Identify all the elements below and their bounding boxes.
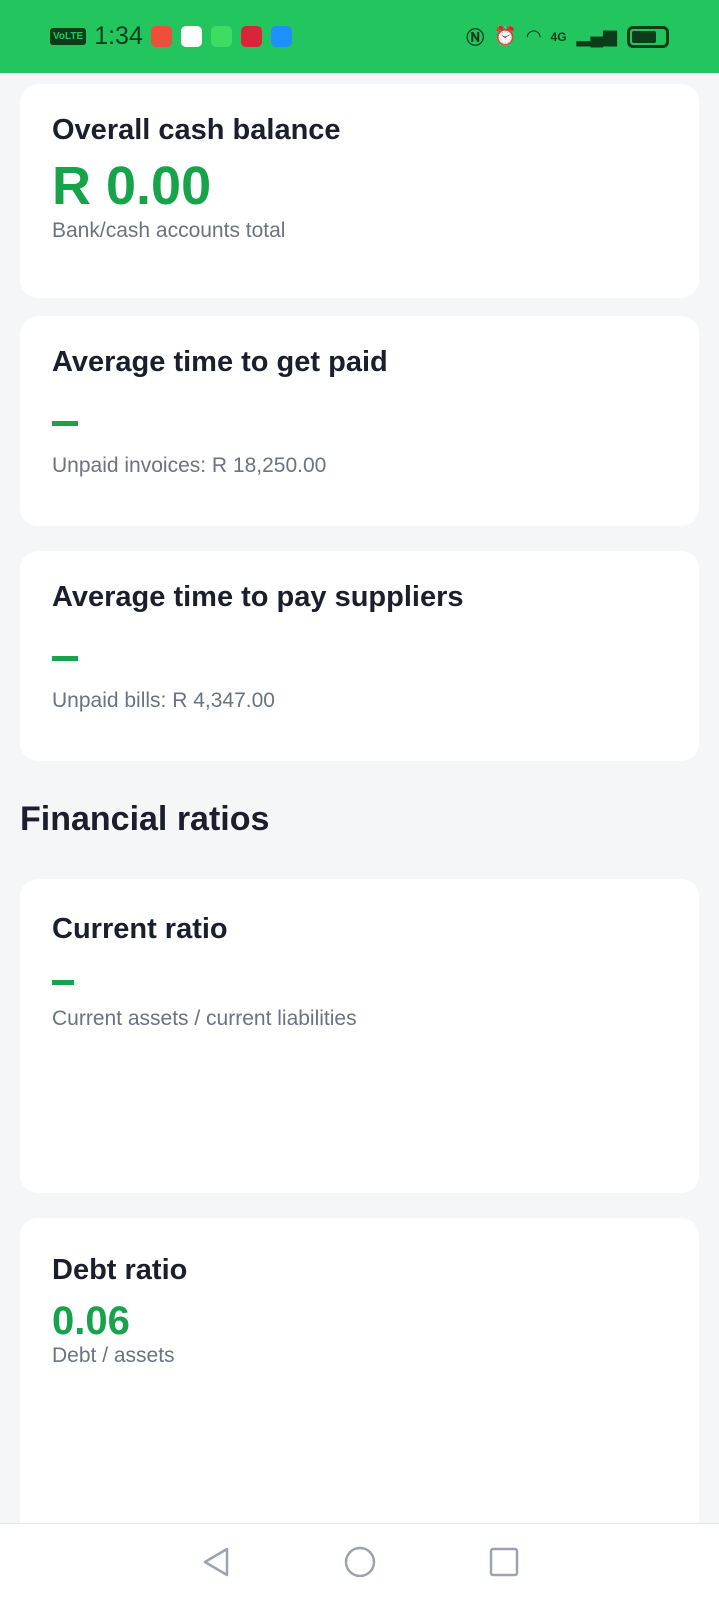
volte-icon: VoLTE: [50, 28, 87, 45]
clock: 1:34: [94, 22, 143, 50]
empty-value-dash: [52, 656, 78, 661]
signal-bars-icon: ▂▄▆: [576, 26, 617, 46]
gmail-notification-icon: [180, 26, 202, 47]
cash-balance-value: R 0.00: [52, 156, 212, 216]
card-title: Average time to get paid: [52, 346, 388, 378]
card-subtitle: Unpaid bills: R 4,347.00: [52, 689, 275, 712]
card-title: Debt ratio: [52, 1254, 188, 1286]
recents-icon[interactable]: [487, 1545, 521, 1579]
home-icon[interactable]: [343, 1545, 377, 1579]
card-title: Overall cash balance: [52, 114, 341, 146]
card-subtitle: Bank/cash accounts total: [52, 219, 286, 242]
card-subtitle: Current assets / current liabilities: [52, 1007, 357, 1030]
alarm-icon: ⏰: [494, 26, 517, 46]
cash-balance-card[interactable]: Overall cash balance R 0.00 Bank/cash ac…: [20, 84, 699, 298]
current-ratio-card[interactable]: Current ratio Current assets / current l…: [20, 879, 699, 1193]
card-subtitle: Debt / assets: [52, 1344, 175, 1367]
empty-value-dash: [52, 421, 78, 426]
time-to-get-paid-card[interactable]: Average time to get paid Unpaid invoices…: [20, 316, 699, 526]
debt-ratio-card[interactable]: Debt ratio 0.06 Debt / assets: [20, 1218, 699, 1558]
debt-ratio-value: 0.06: [52, 1299, 130, 1343]
cloud-notification-icon: [270, 26, 292, 47]
section-title: Financial ratios: [20, 800, 270, 838]
navigation-bar: [0, 1523, 719, 1600]
back-icon[interactable]: [199, 1545, 233, 1579]
wifi-icon: ◠: [526, 26, 541, 46]
signal-icon: 4G: [550, 29, 567, 44]
nfc-icon: Ⓝ: [466, 27, 485, 48]
whatsapp-notification-icon: [210, 26, 232, 47]
card-title: Average time to pay suppliers: [52, 581, 464, 613]
status-bar: VoLTE 1:34 Ⓝ ⏰ ◠ 4G ▂▄▆: [0, 0, 719, 73]
card-subtitle: Unpaid invoices: R 18,250.00: [52, 454, 327, 477]
time-to-pay-suppliers-card[interactable]: Average time to pay suppliers Unpaid bil…: [20, 551, 699, 761]
battery-icon: [627, 25, 669, 48]
card-title: Current ratio: [52, 913, 228, 945]
app-notification-icon: [240, 26, 262, 47]
empty-value-dash: [52, 980, 74, 985]
missed-call-notification-icon: [150, 26, 172, 47]
